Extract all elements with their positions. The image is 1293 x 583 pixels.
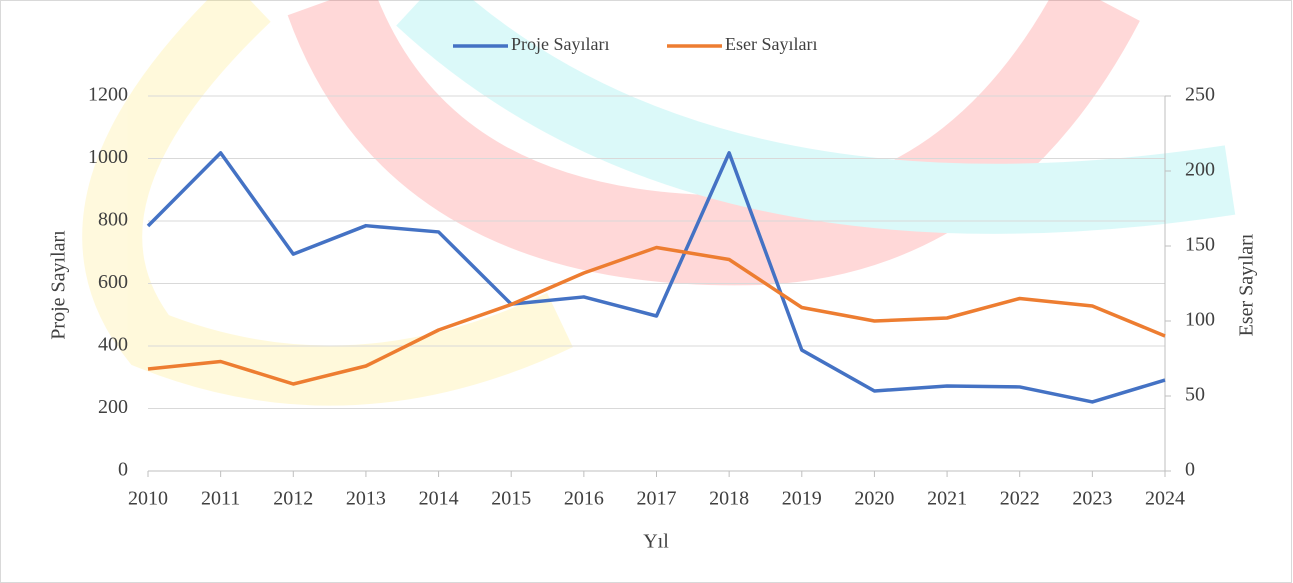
x-tick-label: 2024 (1145, 488, 1185, 510)
x-tick-label: 2014 (419, 488, 459, 510)
y-tick-label: 0 (118, 459, 128, 481)
x-tick-label: 2011 (201, 488, 240, 510)
y2-tick-label: 250 (1185, 84, 1215, 106)
legend-label: Eser Sayıları (725, 34, 817, 54)
x-tick-label: 2023 (1072, 488, 1112, 510)
x-tick-label: 2022 (1000, 488, 1040, 510)
y-tick-label: 1000 (88, 146, 128, 168)
y2-tick-label: 0 (1185, 459, 1195, 481)
y2-tick-label: 150 (1185, 234, 1215, 256)
x-tick-label: 2017 (637, 488, 677, 510)
x-axis-title: Yıl (643, 531, 669, 553)
x-tick-label: 2019 (782, 488, 822, 510)
x-tick-label: 2021 (927, 488, 967, 510)
y-tick-label: 600 (98, 271, 128, 293)
x-tick-label: 2018 (709, 488, 749, 510)
chart: Yıl Proje Sayıları Eser Sayıları 0 200 400… (0, 0, 1293, 583)
y2-tick-label: 100 (1185, 309, 1215, 331)
legend-label: Proje Sayıları (511, 34, 609, 54)
x-tick-label: 2012 (273, 488, 313, 510)
y-tick-label: 800 (98, 209, 128, 231)
y2-tick-label: 200 (1185, 159, 1215, 181)
y-tick-label: 200 (98, 396, 128, 418)
y-tick-label: 1200 (88, 84, 128, 106)
x-tick-label: 2010 (128, 488, 168, 510)
x-tick-label: 2020 (854, 488, 894, 510)
y2-tick-label: 50 (1185, 384, 1205, 406)
y2-axis-title: Eser Sayıları (1236, 233, 1258, 336)
y-axis-title: Proje Sayıları (48, 230, 70, 340)
x-tick-label: 2016 (564, 488, 604, 510)
y-tick-label: 400 (98, 334, 128, 356)
x-tick-label: 2015 (491, 488, 531, 510)
x-tick-label: 2013 (346, 488, 386, 510)
